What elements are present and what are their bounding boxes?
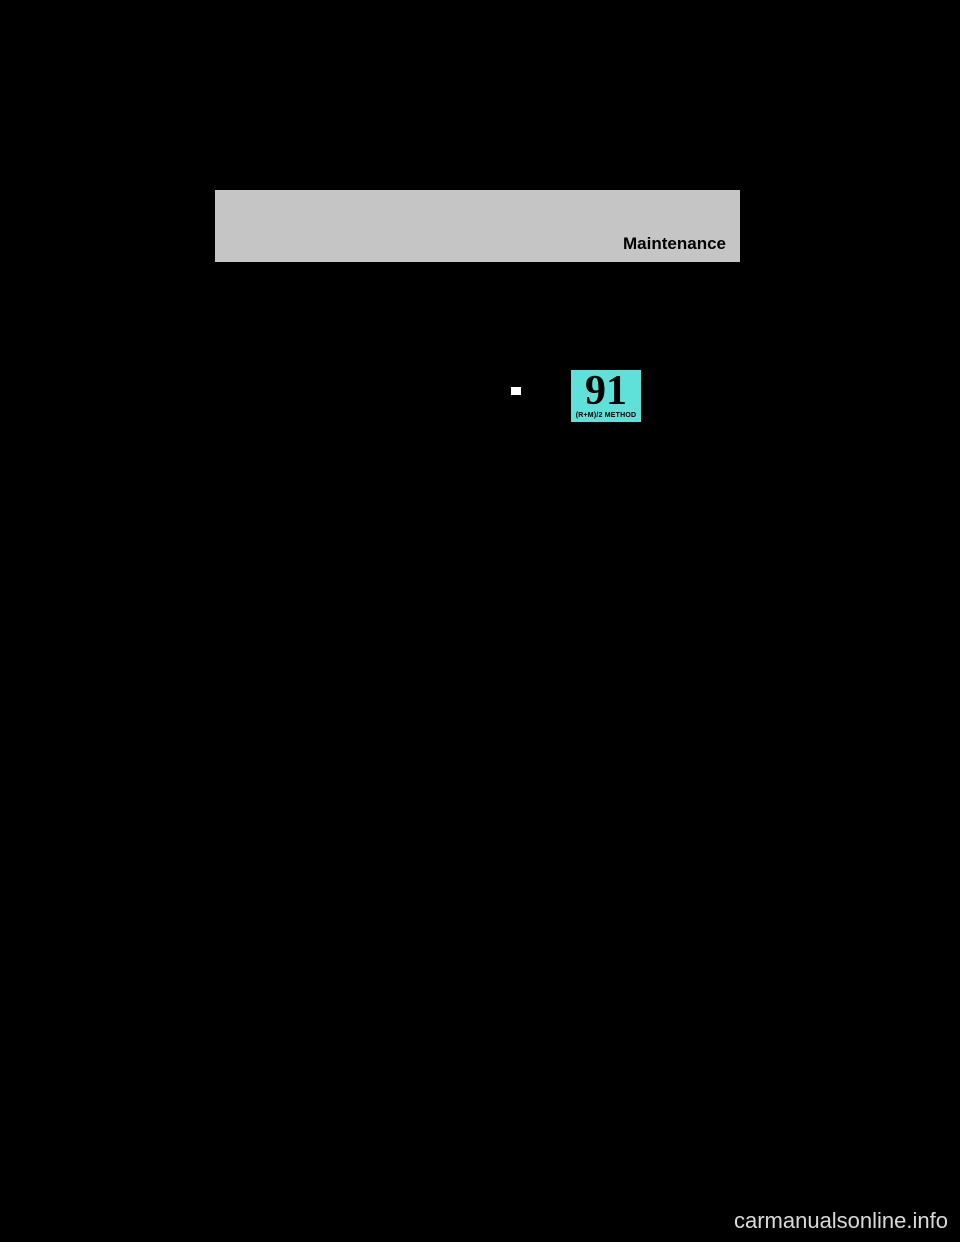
connector-line bbox=[533, 381, 569, 383]
octane-number: 91 bbox=[585, 373, 627, 411]
page-container: Maintenance 91 (R+M)/2 METHOD bbox=[215, 190, 740, 1090]
page-title: Maintenance bbox=[623, 234, 726, 254]
octane-badge: 91 (R+M)/2 METHOD bbox=[569, 368, 643, 424]
octane-method-label: (R+M)/2 METHOD bbox=[576, 412, 637, 419]
header-bar: Maintenance bbox=[215, 190, 740, 262]
fuel-octane-row: 91 (R+M)/2 METHOD bbox=[505, 368, 643, 424]
fuel-pump-icon bbox=[505, 374, 535, 418]
watermark-text: carmanualsonline.info bbox=[734, 1208, 948, 1234]
